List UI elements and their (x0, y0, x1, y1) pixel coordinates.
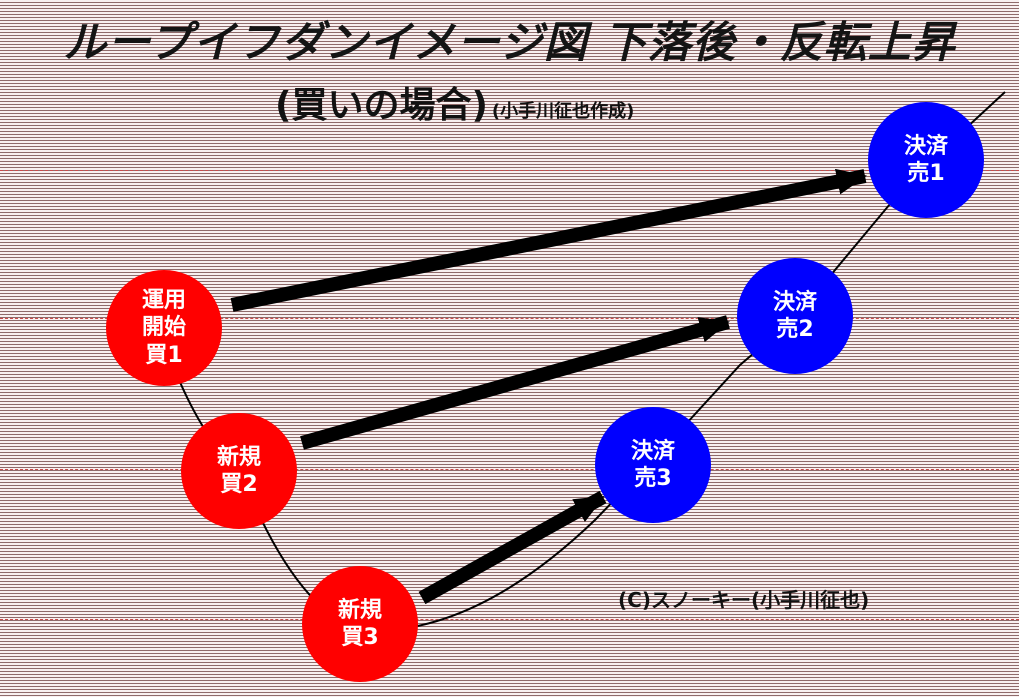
node-sell-1-label: 決済 売1 (903, 133, 948, 187)
node-buy-3: 新規 買3 (302, 566, 418, 682)
arrow-buy1-to-sell1 (230, 168, 867, 312)
author-note: (小手川征也作成) (491, 101, 635, 122)
subtitle: (買いの場合) (小手川征也作成) (275, 76, 634, 128)
node-sell-3: 決済 売3 (595, 407, 711, 523)
copyright-text: (C)スノーキー(小手川征也) (618, 588, 870, 612)
page-title: ループイフダンイメージ図 下落後・反転上昇 (63, 18, 956, 68)
price-level-line (0, 619, 1019, 620)
node-buy-3-label: 新規 買3 (337, 597, 382, 651)
node-sell-2-label: 決済 売2 (772, 289, 817, 343)
node-sell-3-label: 決済 売3 (630, 438, 675, 492)
arrow-buy2-to-sell2 (300, 315, 730, 450)
node-buy-2-label: 新規 買2 (216, 444, 261, 498)
node-open-buy-1: 運用 開始 買1 (106, 270, 222, 386)
node-sell-1: 決済 売1 (868, 102, 984, 218)
subtitle-main: (買いの場合) (275, 85, 488, 126)
price-level-line (0, 469, 1019, 470)
node-buy-2: 新規 買2 (181, 413, 297, 529)
price-level-line (0, 170, 1019, 171)
price-level-line (0, 318, 1019, 319)
node-open-buy-1-label: 運用 開始 買1 (141, 287, 186, 368)
arrow-buy3-to-sell3 (418, 490, 607, 605)
node-sell-2: 決済 売2 (737, 258, 853, 374)
